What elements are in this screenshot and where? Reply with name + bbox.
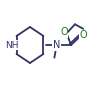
Text: O: O xyxy=(79,30,87,40)
Text: N: N xyxy=(53,40,60,50)
Text: O: O xyxy=(60,27,68,37)
Text: NH: NH xyxy=(5,40,19,50)
